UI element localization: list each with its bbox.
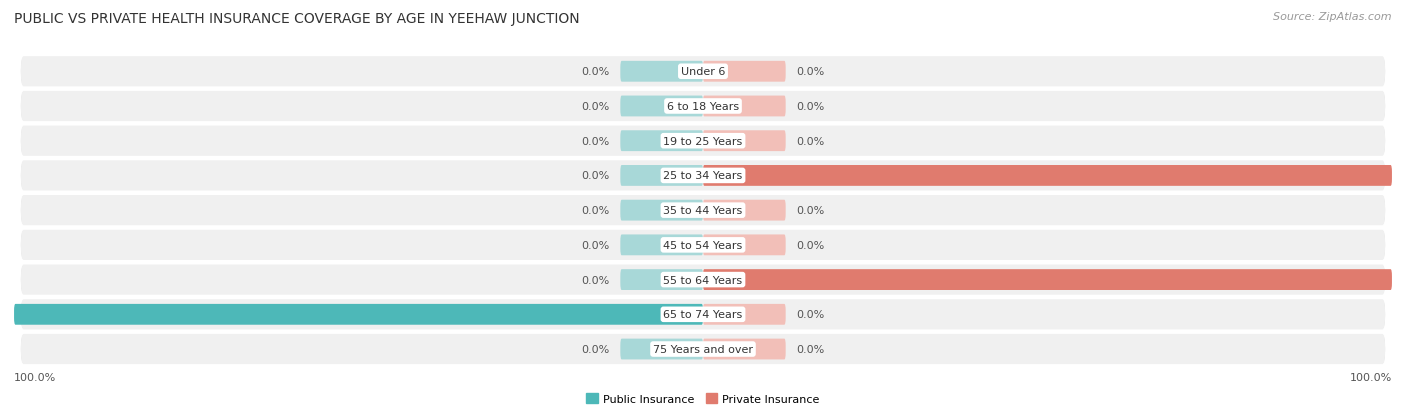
FancyBboxPatch shape	[620, 200, 703, 221]
Text: 0.0%: 0.0%	[796, 310, 824, 320]
Text: 0.0%: 0.0%	[582, 275, 610, 285]
FancyBboxPatch shape	[21, 301, 1385, 329]
Text: 0.0%: 0.0%	[582, 240, 610, 250]
FancyBboxPatch shape	[21, 265, 1385, 295]
Text: 0.0%: 0.0%	[796, 102, 824, 112]
Text: 0.0%: 0.0%	[582, 136, 610, 146]
FancyBboxPatch shape	[14, 304, 703, 325]
Text: 100.0%: 100.0%	[1402, 275, 1406, 285]
Text: 100.0%: 100.0%	[1350, 372, 1392, 382]
Text: 65 to 74 Years: 65 to 74 Years	[664, 310, 742, 320]
FancyBboxPatch shape	[21, 299, 1385, 330]
FancyBboxPatch shape	[620, 166, 703, 186]
FancyBboxPatch shape	[620, 96, 703, 117]
Text: 0.0%: 0.0%	[796, 344, 824, 354]
Text: 0.0%: 0.0%	[582, 344, 610, 354]
Text: PUBLIC VS PRIVATE HEALTH INSURANCE COVERAGE BY AGE IN YEEHAW JUNCTION: PUBLIC VS PRIVATE HEALTH INSURANCE COVER…	[14, 12, 579, 26]
Text: 0.0%: 0.0%	[796, 240, 824, 250]
Text: 0.0%: 0.0%	[582, 102, 610, 112]
FancyBboxPatch shape	[620, 339, 703, 360]
FancyBboxPatch shape	[620, 235, 703, 256]
FancyBboxPatch shape	[620, 62, 703, 83]
Text: 25 to 34 Years: 25 to 34 Years	[664, 171, 742, 181]
Text: 45 to 54 Years: 45 to 54 Years	[664, 240, 742, 250]
FancyBboxPatch shape	[703, 131, 786, 152]
Text: Under 6: Under 6	[681, 67, 725, 77]
FancyBboxPatch shape	[703, 235, 786, 256]
FancyBboxPatch shape	[21, 231, 1385, 259]
FancyBboxPatch shape	[703, 304, 786, 325]
FancyBboxPatch shape	[21, 126, 1385, 157]
Text: 35 to 44 Years: 35 to 44 Years	[664, 206, 742, 216]
Text: 0.0%: 0.0%	[796, 67, 824, 77]
FancyBboxPatch shape	[21, 162, 1385, 190]
Text: 100.0%: 100.0%	[0, 310, 4, 320]
FancyBboxPatch shape	[703, 200, 786, 221]
FancyBboxPatch shape	[620, 270, 703, 290]
FancyBboxPatch shape	[21, 92, 1385, 122]
Legend: Public Insurance, Private Insurance: Public Insurance, Private Insurance	[582, 388, 824, 408]
FancyBboxPatch shape	[21, 58, 1385, 86]
FancyBboxPatch shape	[21, 93, 1385, 121]
Text: 6 to 18 Years: 6 to 18 Years	[666, 102, 740, 112]
FancyBboxPatch shape	[21, 334, 1385, 364]
FancyBboxPatch shape	[21, 266, 1385, 294]
Text: 0.0%: 0.0%	[582, 67, 610, 77]
FancyBboxPatch shape	[703, 62, 786, 83]
Text: Source: ZipAtlas.com: Source: ZipAtlas.com	[1274, 12, 1392, 22]
Text: 19 to 25 Years: 19 to 25 Years	[664, 136, 742, 146]
FancyBboxPatch shape	[21, 196, 1385, 225]
Text: 55 to 64 Years: 55 to 64 Years	[664, 275, 742, 285]
Text: 0.0%: 0.0%	[582, 206, 610, 216]
Text: 75 Years and over: 75 Years and over	[652, 344, 754, 354]
FancyBboxPatch shape	[21, 127, 1385, 155]
Text: 100.0%: 100.0%	[14, 372, 56, 382]
Text: 0.0%: 0.0%	[582, 171, 610, 181]
FancyBboxPatch shape	[21, 197, 1385, 225]
FancyBboxPatch shape	[21, 230, 1385, 260]
FancyBboxPatch shape	[703, 96, 786, 117]
FancyBboxPatch shape	[21, 161, 1385, 191]
FancyBboxPatch shape	[703, 270, 1392, 290]
FancyBboxPatch shape	[21, 57, 1385, 87]
FancyBboxPatch shape	[21, 335, 1385, 363]
FancyBboxPatch shape	[620, 131, 703, 152]
Text: 100.0%: 100.0%	[1402, 171, 1406, 181]
Text: 0.0%: 0.0%	[796, 136, 824, 146]
Text: 0.0%: 0.0%	[796, 206, 824, 216]
FancyBboxPatch shape	[703, 339, 786, 360]
FancyBboxPatch shape	[703, 166, 1392, 186]
